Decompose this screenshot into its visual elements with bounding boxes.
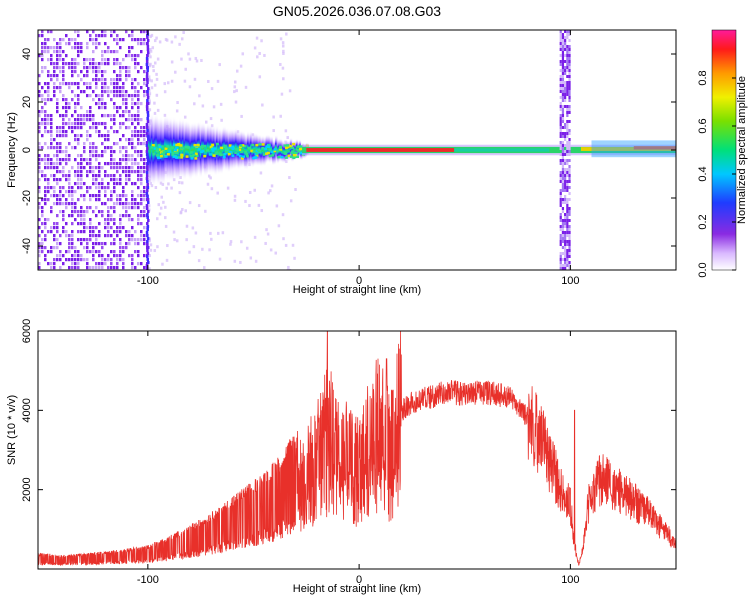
vertical-broadband-feature <box>559 30 571 270</box>
y-tick-label: 6000 <box>21 319 33 343</box>
spectrogram-y-label: Frequency (Hz) <box>6 112 18 188</box>
spectrogram-image <box>38 30 676 270</box>
y-tick-label: 40 <box>21 48 33 60</box>
y-tick-label: -40 <box>21 238 33 254</box>
spectrogram-panel: -100 0 100 -40 -20 0 20 40 Height of straight … <box>6 29 677 296</box>
colorbar-tick-label: 0.8 <box>697 70 709 85</box>
x-tick-label: -100 <box>137 275 159 287</box>
y-tick-label: -20 <box>21 190 33 206</box>
snr-series-line <box>38 331 676 567</box>
colorbar: 0.0 0.2 0.4 0.6 0.8 Normalized spectral ampl… <box>697 29 748 278</box>
colorbar-tick-label: 0.6 <box>697 118 709 133</box>
snr-x-ticks: -100 0 100 <box>137 331 580 586</box>
x-tick-label: 0 <box>356 275 362 287</box>
colorbar-gradient <box>711 29 737 271</box>
y-tick-label: 0 <box>21 147 33 153</box>
y-tick-label: 20 <box>21 96 33 108</box>
figure-title: GN05.2026.036.07.08.G03 <box>273 3 441 19</box>
snr-y-label: SNR (10 * v/v) <box>6 395 18 465</box>
noise-region <box>38 30 297 270</box>
spectrogram-x-ticks: -100 0 100 <box>137 30 580 287</box>
dispersed-signal-band <box>147 111 309 188</box>
snr-frame <box>37 330 677 570</box>
colorbar-label: Normalized spectral amplitude <box>736 76 748 224</box>
colorbar-tick-label: 0.0 <box>697 262 709 277</box>
snr-plot <box>38 331 676 567</box>
spectrogram-y-ticks: -40 -20 0 20 40 <box>21 48 676 254</box>
colorbar-tick-label: 0.2 <box>697 214 709 229</box>
x-tick-label: -100 <box>137 574 159 586</box>
strong-signal-line <box>302 140 676 158</box>
x-tick-label: 100 <box>561 275 579 287</box>
colorbar-ticks: 0.0 0.2 0.4 0.6 0.8 <box>697 70 736 278</box>
x-tick-label: 0 <box>356 574 362 586</box>
snr-y-ticks: 2000 4000 6000 <box>21 319 676 502</box>
y-tick-label: 2000 <box>21 477 33 501</box>
colorbar-tick-label: 0.4 <box>697 166 709 181</box>
snr-panel: -100 0 100 2000 4000 6000 Height of straight… <box>6 319 677 595</box>
snr-x-label: Height of straight line (km) <box>293 583 421 595</box>
x-tick-label: 100 <box>561 574 579 586</box>
spectrogram-x-label: Height of straight line (km) <box>293 284 421 296</box>
y-tick-label: 4000 <box>21 398 33 422</box>
